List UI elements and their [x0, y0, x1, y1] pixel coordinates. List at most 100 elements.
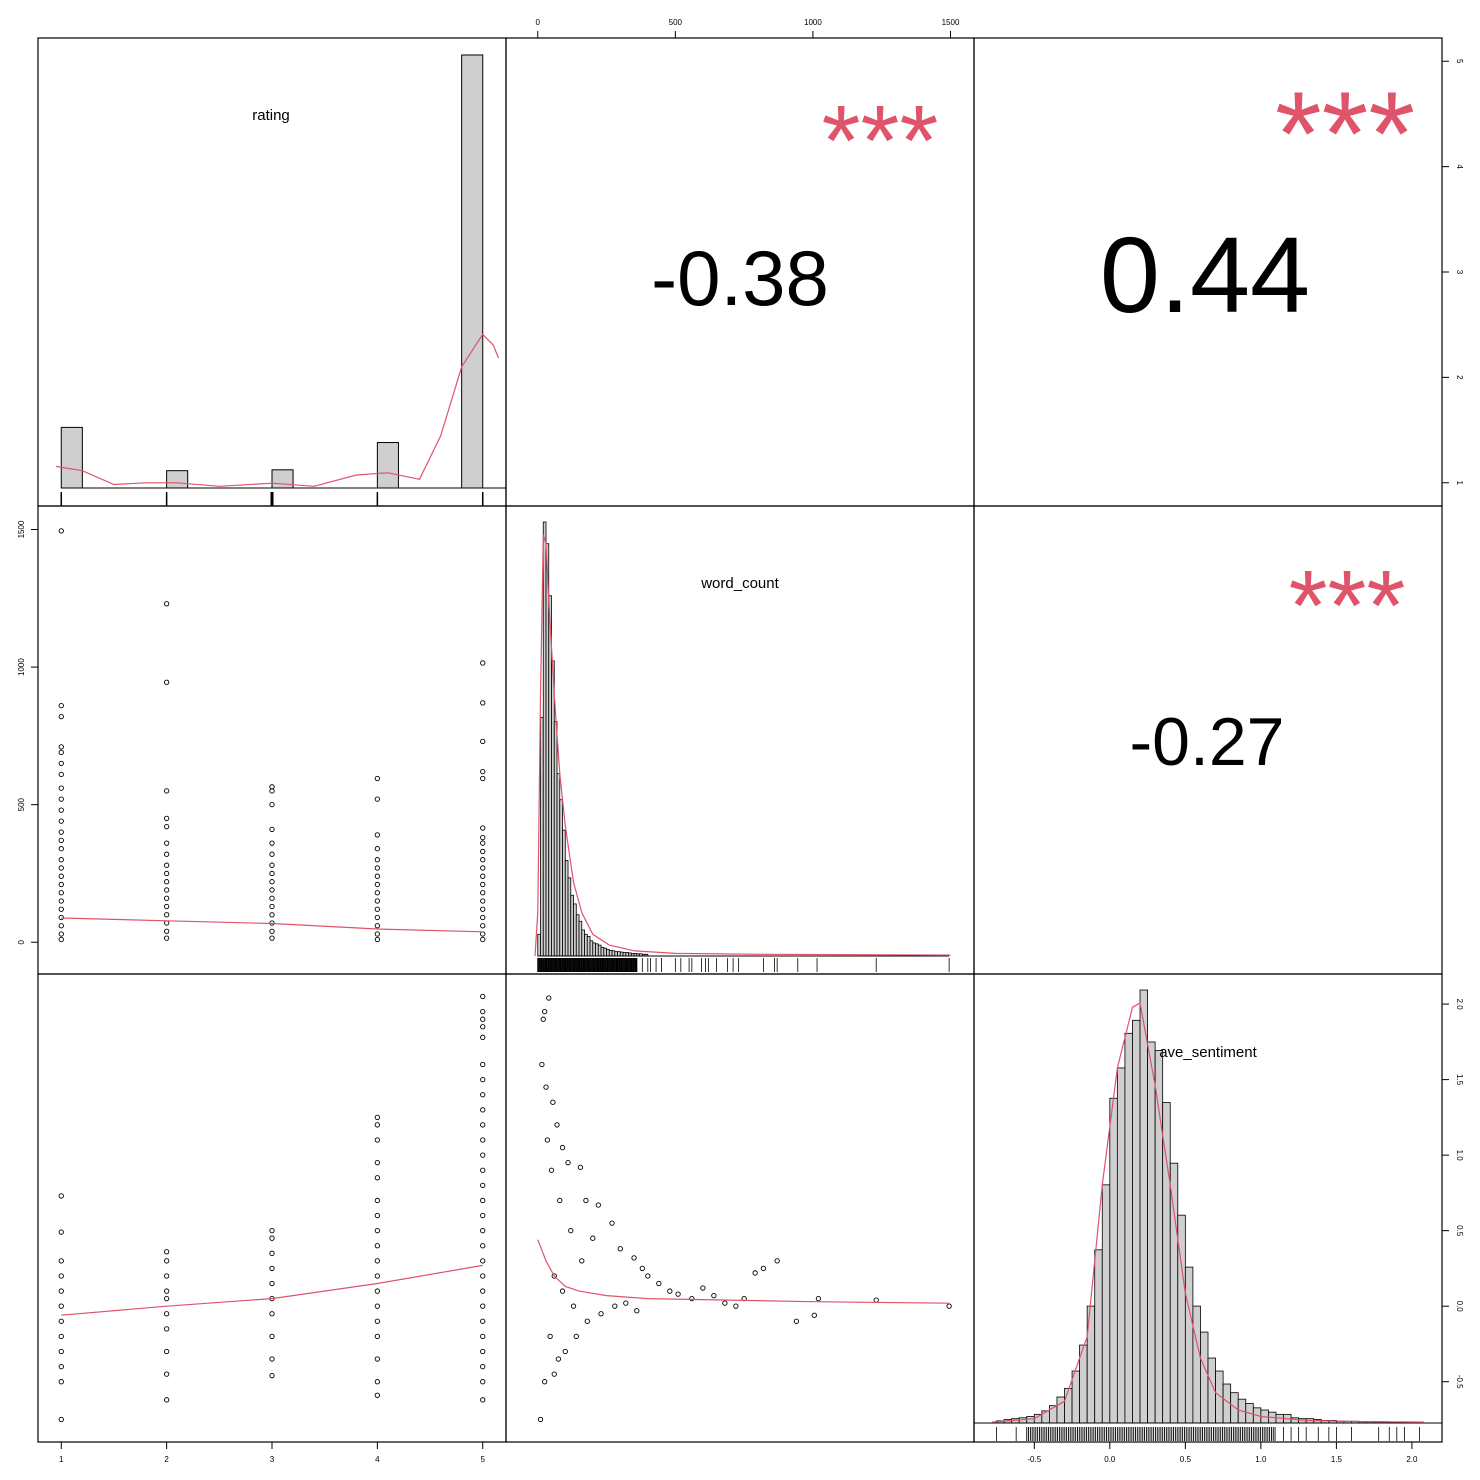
- scatter-point: [374, 1197, 381, 1204]
- scatter-point: [269, 1228, 275, 1234]
- x-tick-label-ave_sentiment-2: 0.5: [1180, 1455, 1192, 1464]
- scatter-point: [733, 1303, 739, 1309]
- hist-bar-rating-2: [271, 469, 294, 489]
- scatter-point: [58, 898, 64, 904]
- scatter-point: [548, 1167, 555, 1173]
- scatter-point: [480, 857, 486, 863]
- scatter-point: [374, 906, 381, 912]
- x-tick-label-ave_sentiment-5: 2.0: [1406, 1455, 1418, 1464]
- right-tick-label-ave_sentiment-5: 2.0: [1455, 999, 1464, 1011]
- scatter-point: [562, 1348, 568, 1355]
- scatter-point: [269, 1265, 275, 1272]
- scatter-point: [480, 1016, 486, 1022]
- scatter-point: [537, 1416, 544, 1423]
- scatter-point: [551, 1371, 557, 1377]
- scatter-point: [163, 870, 170, 877]
- scatter-point: [374, 1243, 381, 1249]
- left-tick-label-word_count-0: 0: [17, 939, 26, 944]
- scatter-point: [163, 928, 170, 934]
- hist-bar-word_count-29: [617, 951, 621, 957]
- scatter-point: [555, 1356, 562, 1362]
- correlation-value-word_count-ave_sentiment: -0.27: [1130, 704, 1285, 780]
- scatter-point: [58, 1363, 64, 1370]
- hist-bar-word_count-28: [614, 951, 618, 957]
- scatter-point: [480, 1348, 486, 1355]
- scatter-point: [374, 865, 381, 871]
- scatter-point: [269, 1356, 275, 1362]
- scatter-point: [811, 1312, 817, 1318]
- right-tick-label-rating-2: 3: [1455, 270, 1464, 275]
- scatter-point: [58, 702, 64, 709]
- right-tick-label-rating-4: 5: [1455, 59, 1464, 64]
- scatter-point: [58, 1379, 64, 1385]
- scatter-point: [269, 788, 275, 794]
- scatter-point: [609, 1220, 615, 1226]
- scatter-point: [480, 1379, 486, 1385]
- scatter-point: [579, 1258, 585, 1264]
- scatter-point: [590, 1235, 596, 1241]
- hist-bar-word_count-20: [592, 942, 596, 957]
- scatter-point: [595, 1202, 601, 1208]
- hist-bar-rating-0: [60, 426, 83, 489]
- scatter-point: [58, 857, 64, 863]
- density-curve-word_count: [534, 534, 951, 957]
- left-tick-label-word_count-3: 1500: [17, 520, 26, 538]
- scatter-point: [58, 1258, 64, 1264]
- scatter-point: [774, 1258, 780, 1264]
- scatter-point: [58, 846, 64, 852]
- scatter-point: [269, 1333, 275, 1340]
- scatter-point: [480, 931, 486, 937]
- scatter-point: [163, 601, 170, 607]
- scatter-point: [374, 1160, 381, 1166]
- scatter-point: [374, 931, 381, 937]
- hist-bar-word_count-31: [622, 952, 627, 957]
- scatter-point: [374, 1356, 381, 1362]
- scatter-point: [374, 832, 381, 838]
- right-tick-label-ave_sentiment-4: 1.5: [1455, 1074, 1464, 1086]
- scatter-point: [269, 802, 275, 808]
- scatter-point: [269, 862, 275, 868]
- scatter-point: [480, 1228, 486, 1234]
- hist-bar-word_count-5: [551, 660, 555, 957]
- hist-bar-word_count-18: [586, 936, 591, 957]
- scatter-point: [577, 1164, 584, 1170]
- hist-bar-word_count-11: [567, 877, 572, 957]
- significance-stars-rating-word_count: ***: [822, 85, 939, 197]
- scatter-point: [570, 1303, 577, 1309]
- scatter-point: [58, 936, 64, 943]
- scatter-point: [480, 1137, 486, 1143]
- scatter-point: [374, 898, 381, 904]
- scatter-point: [480, 1258, 486, 1264]
- scatter-point: [584, 1318, 590, 1324]
- scatter-point: [163, 920, 170, 926]
- scatter-point: [58, 713, 64, 720]
- scatter-point: [480, 1363, 486, 1370]
- scatter-point: [58, 1303, 64, 1309]
- scatter-point: [480, 1152, 486, 1158]
- scatter-point: [480, 768, 486, 775]
- scatter-point: [163, 851, 170, 857]
- density-curve-rating: [55, 333, 500, 487]
- hist-bar-word_count-22: [597, 944, 602, 957]
- hist-bar-ave_sentiment-19: [1139, 989, 1148, 1424]
- scatter-point: [480, 1273, 486, 1279]
- scatter-point: [269, 887, 275, 893]
- scatter-point: [480, 848, 486, 855]
- scatter-point: [374, 914, 381, 921]
- scatter-point: [480, 1167, 486, 1173]
- scatter-point: [480, 923, 486, 929]
- scatter-point: [269, 1250, 275, 1256]
- scatter-point: [163, 1249, 170, 1255]
- scatter-point: [58, 931, 64, 937]
- scatter-point: [752, 1270, 758, 1276]
- scatter-point: [480, 865, 486, 871]
- scatter-point: [58, 785, 64, 791]
- hist-bar-word_count-24: [603, 947, 607, 957]
- scatter-point: [374, 857, 381, 863]
- significance-stars-rating-ave_sentiment: ***: [1275, 67, 1415, 201]
- scatter-point: [480, 906, 486, 912]
- scatter-point: [58, 1416, 64, 1423]
- hist-bar-ave_sentiment-27: [1200, 1331, 1209, 1424]
- hist-bar-word_count-0: [537, 933, 541, 957]
- scatter-point: [374, 796, 381, 802]
